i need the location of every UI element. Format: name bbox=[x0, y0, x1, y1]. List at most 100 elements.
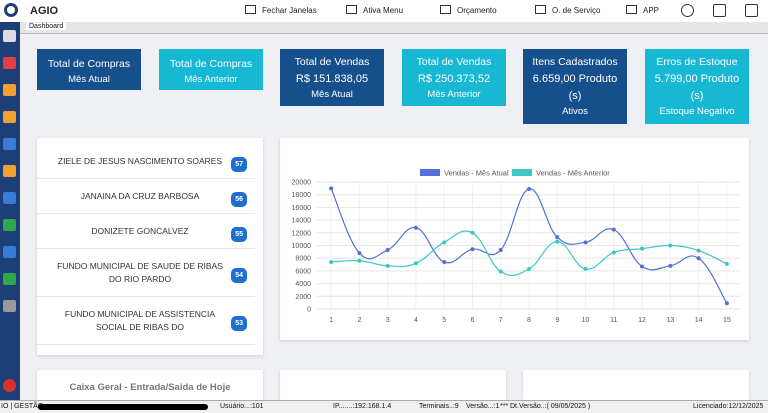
side-icon[interactable] bbox=[3, 111, 16, 123]
point bbox=[329, 186, 334, 191]
x-tick-label: 6 bbox=[471, 317, 475, 324]
card-value: 6.659,00 Produto bbox=[532, 73, 618, 85]
side-icon[interactable] bbox=[3, 219, 16, 231]
stat-card[interactable]: Erros de Estoque 5.799,00 Produto (s) Estoq… bbox=[645, 49, 749, 124]
ranking-row[interactable]: ZIELE DE JESUS NASCIMENTO SOARES 57 bbox=[37, 144, 255, 179]
y-tick-label: 4000 bbox=[295, 281, 311, 288]
ranking-name: JANAINA DA CRUZ BARBOSA bbox=[80, 190, 200, 201]
point bbox=[413, 261, 418, 266]
chart: 0 2000 4000 6000 8000 10000 12000 14000 16000 180… bbox=[292, 169, 741, 324]
status-item: Usuário...:101 bbox=[220, 403, 264, 410]
ranking-row[interactable]: DONIZETE GONCALVEZ 55 bbox=[37, 214, 255, 249]
x-tick-label: 10 bbox=[582, 317, 590, 324]
stat-card[interactable]: Itens Cadastrados 6.659,00 Produto (s) Ativ… bbox=[523, 49, 627, 124]
status-item: IO | GESTÃO bbox=[1, 403, 44, 410]
menu-icon bbox=[245, 5, 256, 14]
side-icon[interactable] bbox=[3, 30, 16, 42]
menu-item[interactable]: Fechar Janelas bbox=[262, 6, 317, 15]
point bbox=[442, 260, 447, 265]
menu-icon bbox=[440, 5, 451, 14]
menu-item[interactable]: Orçamento bbox=[457, 6, 497, 15]
legend-swatch bbox=[512, 169, 532, 176]
stat-card[interactable]: Total de Compras Mês Anterior bbox=[159, 49, 263, 90]
card-title: Total de Compras bbox=[47, 58, 131, 70]
stat-card[interactable]: Total de Vendas R$ 250.373,52 Mês Anterior bbox=[402, 49, 506, 106]
menu-item[interactable]: Ativa Menu bbox=[363, 6, 404, 15]
menu-icon bbox=[626, 5, 637, 14]
point bbox=[385, 263, 390, 268]
tab[interactable]: Dashboard bbox=[26, 23, 67, 30]
ranking-row[interactable]: JANAINA DA CRUZ BARBOSA 56 bbox=[37, 179, 255, 214]
ranking-row[interactable]: FUNDO MUNICIPAL DE SAUDE DE RIBAS DO RIO … bbox=[37, 249, 255, 297]
point bbox=[470, 247, 475, 252]
side-icon[interactable] bbox=[3, 165, 16, 177]
card-footer: Ativos bbox=[562, 106, 588, 117]
card-value: (s) bbox=[568, 90, 582, 102]
power-icon[interactable] bbox=[3, 379, 16, 392]
card-title: Total de Vendas bbox=[416, 56, 492, 68]
x-tick-label: 3 bbox=[386, 317, 390, 324]
point bbox=[611, 250, 616, 255]
menu-icon bbox=[346, 5, 357, 14]
menu-item[interactable]: APP bbox=[643, 6, 660, 15]
card-title: Total de Compras bbox=[169, 58, 253, 70]
card-value: (s) bbox=[690, 90, 704, 102]
side-icon[interactable] bbox=[3, 246, 16, 258]
stat-card[interactable]: Total de Compras Mês Atual bbox=[37, 49, 141, 90]
point bbox=[640, 264, 645, 269]
icon bbox=[713, 4, 726, 17]
x-tick-label: 13 bbox=[666, 317, 674, 324]
point bbox=[442, 240, 447, 245]
point bbox=[498, 269, 503, 274]
point bbox=[357, 251, 362, 256]
x-tick-label: 4 bbox=[414, 317, 418, 324]
point bbox=[668, 263, 673, 268]
y-tick-label: 10000 bbox=[292, 243, 312, 250]
x-tick-label: 8 bbox=[527, 317, 531, 324]
side-icon[interactable] bbox=[3, 273, 16, 285]
sidebar bbox=[0, 22, 20, 400]
point bbox=[583, 240, 588, 245]
card-footer: Mês Atual bbox=[311, 89, 353, 100]
ranking-name: ZIELE DE JESUS NASCIMENTO SOARES bbox=[57, 155, 223, 166]
point bbox=[555, 235, 560, 240]
point bbox=[470, 230, 475, 235]
side-icon[interactable] bbox=[3, 192, 16, 204]
card-value: R$ 151.838,05 bbox=[295, 73, 369, 85]
ranking-name: FUNDO MUNICIPAL DE ASSISTENCIA bbox=[64, 308, 216, 319]
status-bar: IO | GESTÃO Usuário...:101 IP.......:192.1… bbox=[0, 400, 768, 413]
y-tick-label: 14000 bbox=[292, 218, 312, 225]
stat-card[interactable]: Total de Vendas R$ 151.838,05 Mês Atual bbox=[280, 49, 384, 106]
point bbox=[611, 227, 616, 232]
x-tick-label: 12 bbox=[638, 317, 646, 324]
point bbox=[329, 260, 334, 265]
y-tick-label: 18000 bbox=[292, 192, 312, 199]
x-tick-label: 15 bbox=[723, 317, 731, 324]
point bbox=[696, 248, 701, 253]
status-item: Dt.Versão..:( 09/05/2025 ) bbox=[510, 403, 591, 410]
tab-bar: Dashboard bbox=[20, 22, 768, 34]
ranking-name: DO RIO PARDO bbox=[108, 273, 172, 284]
x-tick-label: 1 bbox=[329, 317, 333, 324]
card-title: Total de Vendas bbox=[294, 56, 370, 68]
status-item: IP.......:192.168.1.4 bbox=[333, 403, 392, 410]
menu-item[interactable]: O. de Serviço bbox=[552, 6, 601, 15]
y-tick-label: 12000 bbox=[292, 230, 312, 237]
logo bbox=[4, 3, 18, 17]
icon bbox=[681, 4, 694, 17]
side-icon[interactable] bbox=[3, 84, 16, 96]
point bbox=[357, 258, 362, 263]
badge: 57 bbox=[231, 156, 247, 172]
side-icon[interactable] bbox=[3, 57, 16, 69]
point bbox=[413, 225, 418, 230]
y-tick-label: 8000 bbox=[295, 256, 311, 263]
point bbox=[498, 247, 503, 252]
side-icon[interactable] bbox=[3, 138, 16, 150]
side-icon[interactable] bbox=[3, 300, 16, 312]
panel-title: Caixa Geral - Entrada/Saida de Hoje bbox=[69, 382, 231, 393]
status-item: *** bbox=[500, 403, 509, 410]
ranking-row[interactable]: FUNDO MUNICIPAL DE ASSISTENCIA SOCIAL DE … bbox=[37, 297, 255, 345]
card-value: R$ 250.373,52 bbox=[417, 73, 491, 85]
point bbox=[640, 246, 645, 251]
point bbox=[527, 186, 531, 191]
